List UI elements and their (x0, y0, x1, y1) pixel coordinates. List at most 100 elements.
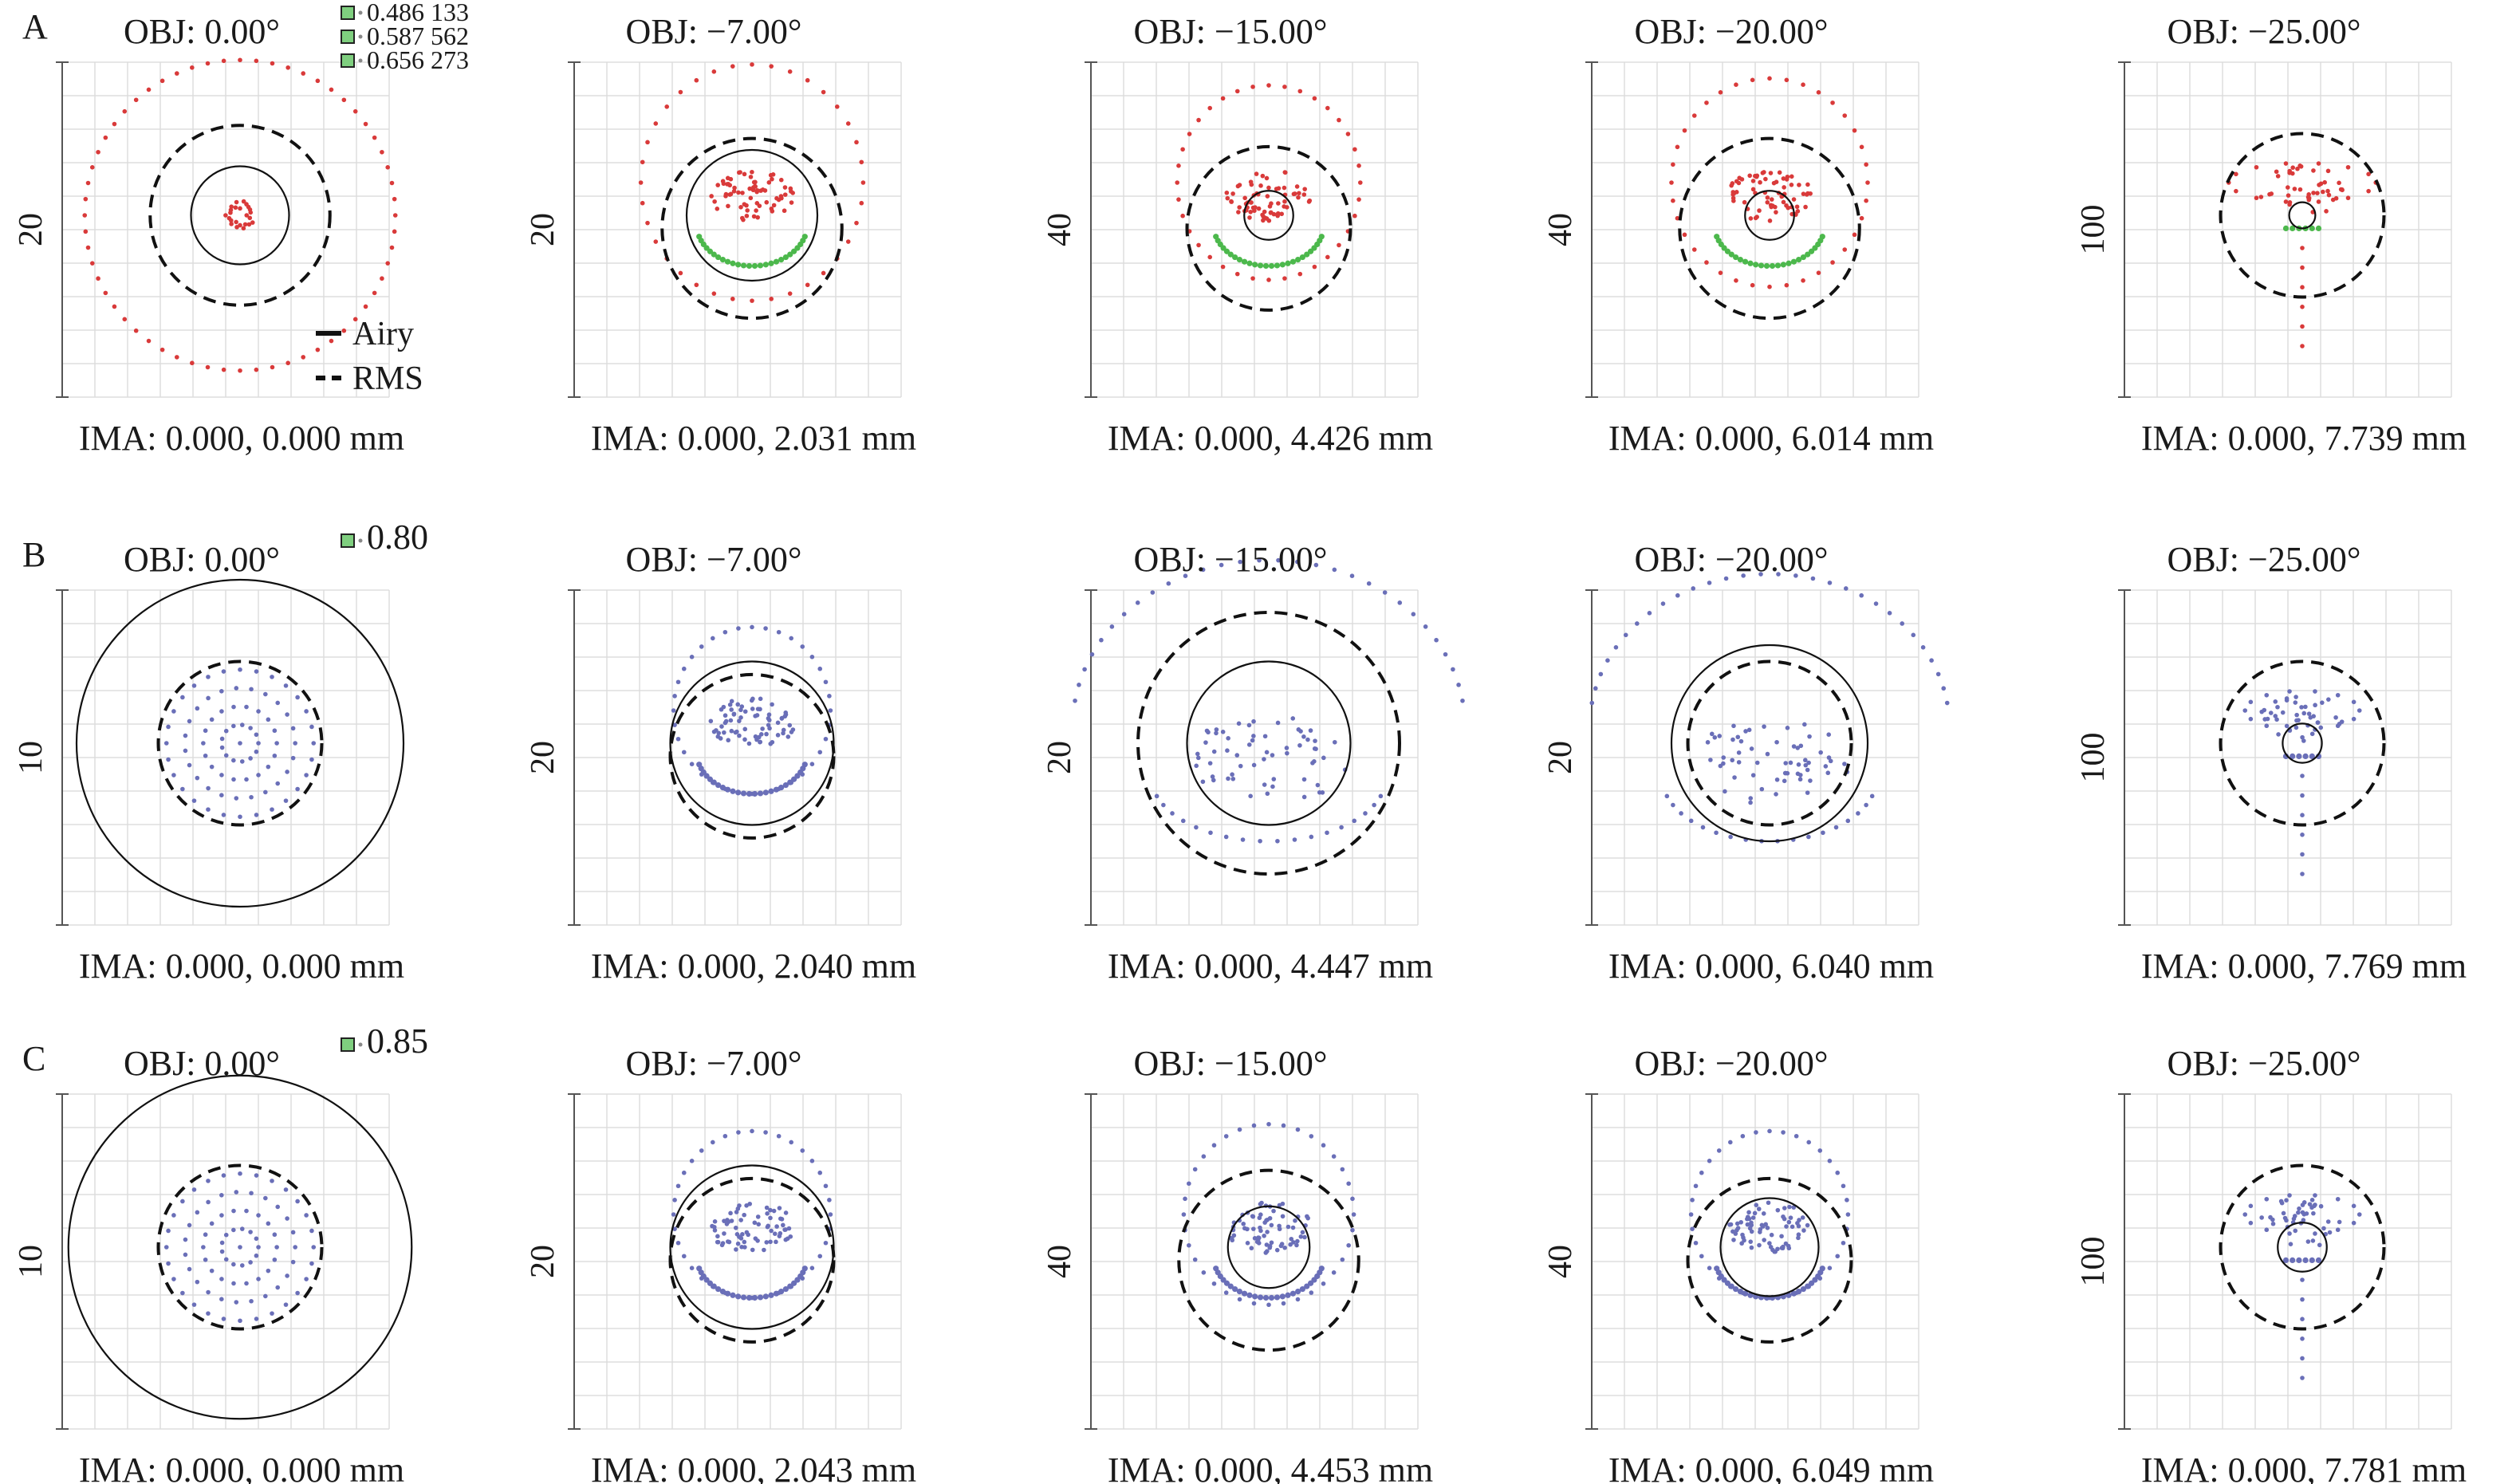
spot-point (1460, 698, 1465, 703)
spot-point (1194, 825, 1199, 830)
spot-point (681, 750, 687, 755)
spot-point (821, 270, 826, 276)
spot-point (727, 192, 733, 197)
wavelength-swatch (341, 53, 355, 68)
spot-point (1827, 1266, 1833, 1271)
spot-point (1740, 1133, 1746, 1139)
spot-point (758, 739, 762, 745)
spot-point (1777, 170, 1782, 175)
scale-label: 20 (1542, 741, 1579, 774)
spot-point (1176, 163, 1181, 168)
spot-point (711, 779, 717, 785)
spot-point (1295, 257, 1301, 263)
spot-point (789, 1140, 793, 1145)
spot-point (270, 1179, 274, 1183)
spot-point (1738, 738, 1744, 744)
spot-point (1791, 744, 1797, 749)
spot-point (1699, 1170, 1704, 1175)
spot-point (1275, 720, 1281, 726)
spot-point (301, 71, 306, 76)
spot-point (790, 191, 795, 195)
spot-point (1795, 746, 1801, 750)
spot-point (1248, 200, 1254, 205)
spot-point (2311, 191, 2316, 195)
spot-point (206, 695, 211, 701)
spot-point (1830, 100, 1835, 105)
spot-point (1255, 1238, 1261, 1242)
spot-point (1794, 204, 1800, 210)
spot-point (2305, 195, 2311, 200)
spot-point (187, 1222, 192, 1228)
spot-point (1864, 198, 1868, 203)
spot-point (773, 1290, 780, 1297)
spot-point (1752, 1210, 1758, 1216)
spot-point (1765, 199, 1770, 205)
spot-point (1730, 737, 1735, 742)
spot-panel (568, 61, 902, 398)
spot-point (859, 159, 864, 165)
spot-point (762, 262, 769, 268)
spot-point (1929, 658, 1934, 663)
spot-point (2300, 852, 2305, 857)
spot-point (1699, 1254, 1704, 1259)
spot-point (1746, 1216, 1752, 1222)
spot-point (1121, 612, 1127, 616)
spot-point (205, 364, 211, 370)
spot-point (1766, 1200, 1771, 1206)
spot-panel (2118, 1093, 2452, 1430)
spot-point (254, 1253, 259, 1258)
spot-point (2282, 225, 2290, 231)
spot-point (180, 1290, 185, 1296)
spot-point (725, 182, 730, 187)
spot-point (772, 1231, 778, 1236)
spot-point (254, 367, 259, 372)
spot-point (711, 636, 715, 641)
spot-point (272, 728, 278, 734)
spot-point (244, 202, 249, 207)
spot-point (729, 728, 734, 734)
spot-point (1827, 1158, 1833, 1163)
spot-point (2320, 700, 2325, 705)
spot-point (746, 1232, 750, 1238)
spot-point (722, 713, 728, 718)
spot-point (1826, 755, 1832, 760)
spot-point (757, 790, 764, 797)
airy-circle (685, 148, 819, 282)
spot-point (234, 219, 238, 225)
spot-point (234, 1190, 239, 1195)
spot-point (256, 773, 261, 777)
spot-point (231, 1281, 236, 1286)
spot-point (712, 199, 717, 204)
spot-point (1785, 726, 1790, 730)
spot-point (769, 1228, 774, 1234)
spot-point (1250, 1226, 1256, 1231)
spot-point (638, 180, 644, 185)
spot-point (1798, 773, 1803, 777)
spot-point (1295, 559, 1300, 565)
spot-point (180, 786, 185, 792)
spot-point (1230, 772, 1234, 777)
spot-point (734, 1247, 738, 1252)
spot-point (1254, 171, 1259, 176)
spot-point (1346, 1242, 1351, 1248)
spot-point (1366, 581, 1372, 586)
spot-point (2303, 704, 2308, 710)
spot-point (2300, 1297, 2305, 1302)
spot-point (2333, 195, 2339, 201)
spot-point (1289, 258, 1297, 265)
spot-point (672, 722, 677, 727)
rms-circle (1686, 659, 1853, 827)
spot-point (754, 208, 758, 213)
spot-point (221, 58, 226, 64)
spot-point (195, 1210, 200, 1215)
spot-point (787, 722, 793, 728)
spot-point (1207, 105, 1213, 111)
spot-point (729, 707, 734, 712)
spot-point (1835, 1254, 1841, 1259)
spot-point (715, 1285, 722, 1293)
spot-point (1786, 1219, 1792, 1225)
spot-point (752, 1220, 758, 1226)
spot-point (739, 704, 745, 709)
spot-point (730, 64, 735, 69)
spot-point (1623, 632, 1628, 638)
